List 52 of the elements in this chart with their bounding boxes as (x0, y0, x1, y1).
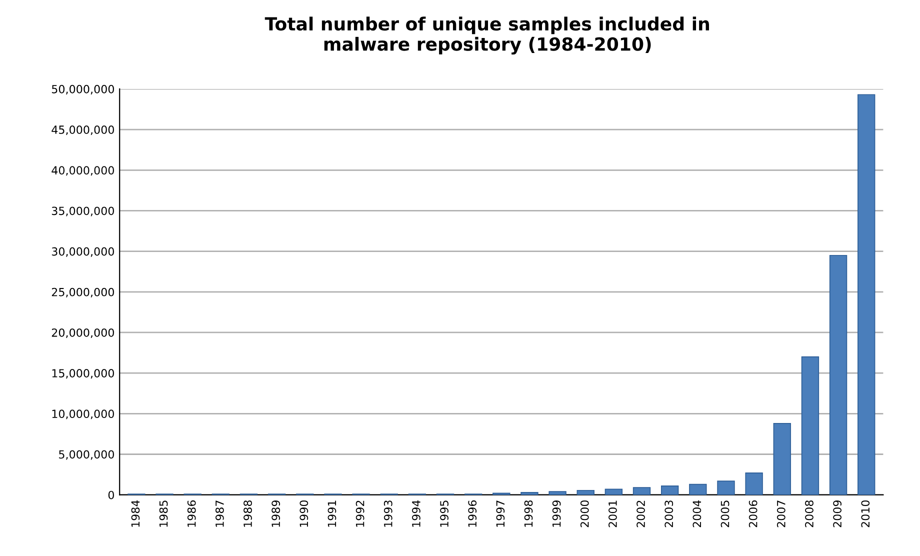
x-tick-label: 1993 (384, 500, 392, 527)
bar (829, 254, 848, 495)
bar (661, 485, 679, 495)
bar (632, 487, 651, 495)
x-tick-label: 1994 (412, 500, 420, 527)
chart-title: Total number of unique samples included in malware repository (1984-2010) (264, 16, 709, 55)
y-tick-label: 35,000,000 (52, 206, 114, 216)
y-tick-label: 20,000,000 (52, 328, 114, 338)
y-tick-label: 50,000,000 (52, 84, 114, 94)
x-tick-label: 1987 (215, 500, 224, 527)
x-tick-label: 1992 (356, 500, 364, 527)
bar (801, 356, 820, 495)
x-tick-label: 2002 (636, 500, 645, 528)
y-tick-label: 15,000,000 (52, 369, 114, 379)
x-tick-label: 1997 (496, 500, 505, 527)
x-tick-label: 2003 (664, 500, 674, 528)
bar (745, 472, 763, 495)
y-tick-label: 40,000,000 (52, 166, 114, 176)
x-tick-label: 2008 (805, 500, 814, 528)
x-tick-label: 1990 (300, 500, 308, 527)
x-tick-label: 2010 (861, 500, 870, 528)
x-tick-label: 1984 (131, 500, 140, 527)
x-tick-label: 1986 (187, 500, 196, 527)
x-tick-label: 1999 (552, 500, 561, 527)
x-tick-label: 1989 (272, 500, 280, 527)
bar (576, 490, 594, 495)
bar (548, 491, 566, 495)
y-tick-label: 45,000,000 (52, 126, 114, 136)
bar (520, 492, 538, 495)
y-tick-label: 25,000,000 (52, 288, 114, 298)
x-tick-label: 1996 (468, 500, 477, 527)
x-tick-label: 2005 (720, 500, 730, 528)
x-tick-label: 1988 (244, 500, 252, 527)
bar (773, 422, 791, 495)
x-tick-label: 2007 (776, 500, 786, 528)
bar (604, 488, 623, 495)
x-tick-label: 2006 (748, 500, 758, 528)
x-tick-label: 1991 (328, 500, 336, 527)
x-tick-label: 1998 (524, 500, 533, 527)
bar (717, 480, 735, 495)
x-tick-label: 1995 (440, 500, 448, 527)
x-tick-label: 2000 (580, 500, 589, 528)
x-tick-label: 2004 (692, 500, 702, 528)
y-tick-label: 30,000,000 (52, 247, 114, 257)
y-tick-label: 0 (108, 490, 114, 500)
x-tick-label: 1985 (159, 500, 168, 527)
bar (858, 94, 876, 495)
y-tick-label: 10,000,000 (52, 410, 114, 420)
x-tick-label: 2009 (833, 500, 842, 528)
bar (689, 484, 707, 495)
x-tick-label: 2001 (608, 500, 617, 528)
y-tick-label: 5,000,000 (59, 450, 114, 460)
